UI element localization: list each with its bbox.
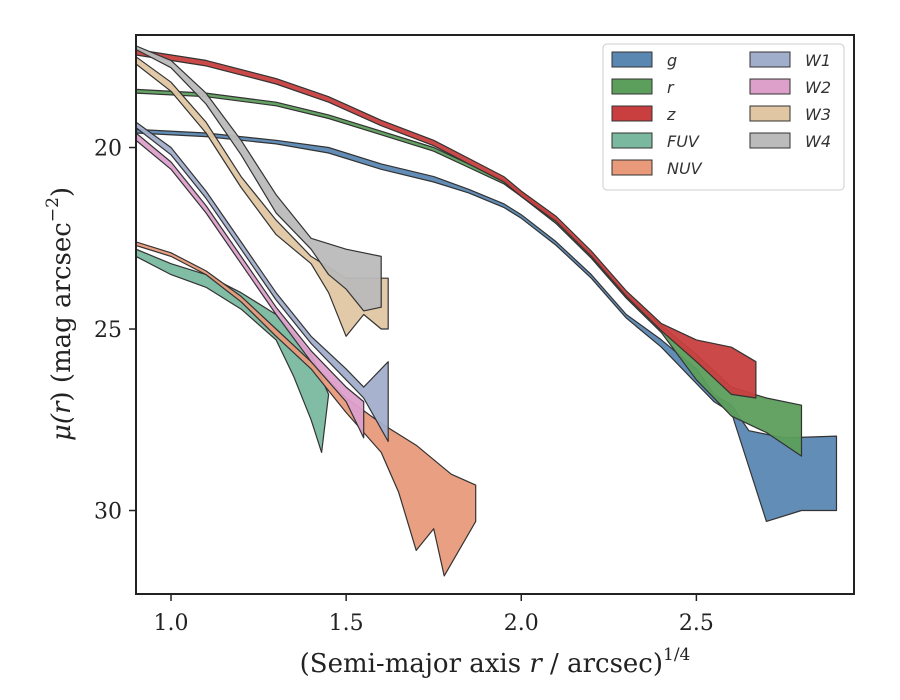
x-tick-label: 1.0 [154,611,189,636]
legend-entry-fuv: FUV [611,132,700,151]
legend-swatch [749,105,791,122]
band-w2 [136,132,365,439]
y-axis-label: μ(r) (mag arcsec−2) [43,187,77,441]
y-axis: 20 25 30 [94,137,136,525]
legend-swatch [611,51,653,68]
legend-entry-nuv: NUV [611,159,703,178]
band-w1 [136,121,389,443]
legend-swatch [611,132,653,149]
legend-label: z [666,105,676,124]
x-tick-label: 2.0 [504,611,539,636]
legend-entry-w2: W2 [749,78,831,97]
legend-swatch [749,51,791,68]
x-axis: 1.0 1.5 2.0 2.5 [154,594,714,636]
legend-entry-w1: W1 [749,51,831,70]
legend-swatch [611,78,653,95]
band-z [136,48,757,399]
legend-label: NUV [667,159,703,178]
band-g [136,128,838,523]
legend-entry-r: r [611,78,675,97]
legend-label: FUV [667,132,700,151]
legend-swatch [749,78,791,95]
x-axis-label: (Semi-major axis r / arcsec)1/4 [300,645,691,679]
x-tick-label: 2.5 [679,611,714,636]
legend-swatch [749,132,791,149]
legend-label: W2 [805,78,831,97]
legend-label: r [667,78,675,97]
y-tick-label: 25 [94,318,122,343]
legend-entry-w4: W4 [749,132,831,151]
series-bands [136,45,838,577]
legend-label: W1 [805,51,831,70]
y-tick-label: 30 [94,500,122,525]
band-nuv [136,241,477,577]
legend-label: W3 [805,105,831,124]
plot-frame [135,34,855,595]
y-tick-label: 20 [94,137,122,162]
legend-entry-w3: W3 [749,105,831,124]
legend-swatch [611,105,653,122]
legend-entry-z: z [611,105,676,124]
band-w4 [136,45,382,312]
legend: grz FUV NUV W1 W2 W3 W4 [602,43,845,191]
legend-entry-g: g [611,51,677,70]
legend-label: g [667,51,677,70]
legend-swatch [611,159,653,176]
legend-label: W4 [805,132,831,151]
x-tick-label: 1.5 [329,611,364,636]
